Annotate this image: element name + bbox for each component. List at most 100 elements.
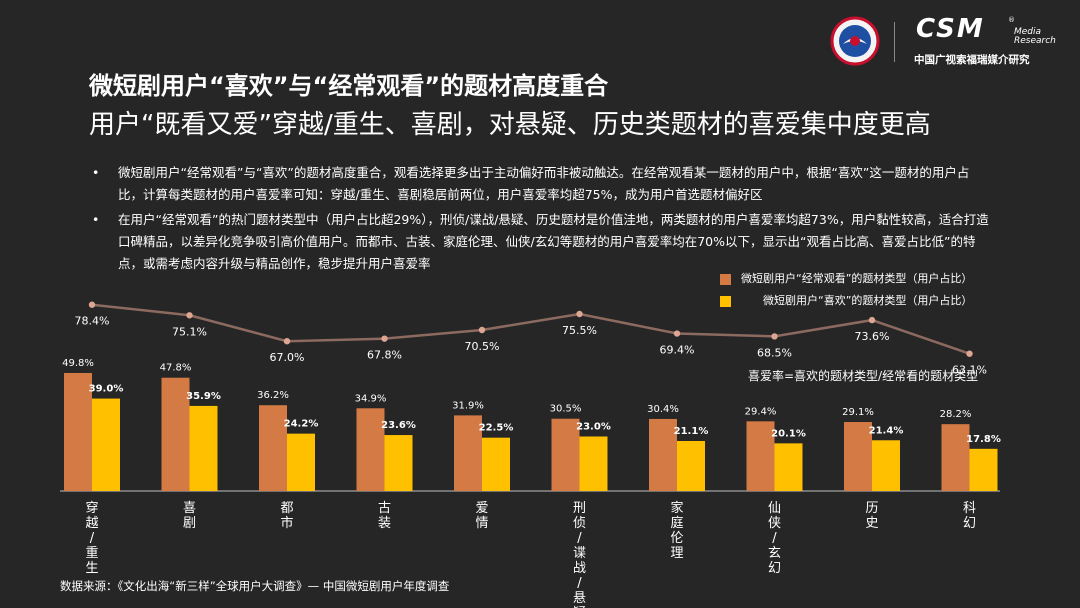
bar-like-label: 39.0% — [89, 384, 124, 395]
ratio-point — [283, 338, 291, 345]
ratio-label: 69.4% — [660, 344, 695, 357]
bar-watch — [649, 418, 677, 491]
bar-like — [189, 405, 218, 491]
csm-tagline: Media Research — [1014, 28, 1056, 46]
ratio-label: 73.6% — [855, 330, 890, 343]
bar-like-label: 21.4% — [869, 425, 904, 436]
ratio-point — [673, 330, 681, 337]
category-label-char: 市 — [280, 515, 293, 531]
category-label-char: 幻 — [768, 561, 781, 576]
category-label-char: 仙 — [768, 501, 781, 516]
bar-watch-label: 30.5% — [550, 404, 582, 415]
category-label: 刑侦/谍战/悬疑 — [573, 501, 586, 608]
bar-like — [92, 398, 120, 491]
bar-watch — [161, 377, 190, 491]
category-label: 古装 — [378, 501, 391, 531]
bar-watch-label: 28.2% — [940, 409, 972, 420]
category-label-char: 史 — [865, 516, 878, 531]
category-label: 家庭伦理 — [670, 500, 683, 561]
category-label: 历史 — [865, 501, 878, 531]
bar-watch-label: 49.8% — [62, 358, 94, 369]
bar-watch-label: 47.8% — [160, 363, 192, 374]
bullet-list: • 微短剧用户“经常观看”与“喜欢”的题材高度重合，观看选择更多出于主动偏好而非… — [92, 162, 992, 278]
bullet-item: • 微短剧用户“经常观看”与“喜欢”的题材高度重合，观看选择更多出于主动偏好而非… — [92, 162, 992, 206]
ratio-point — [966, 350, 973, 357]
bar-like-label: 23.0% — [576, 421, 611, 432]
bar-watch-label: 36.2% — [257, 390, 289, 401]
data-source: 数据来源：《文化出海“新三样”全球用户大调查》— 中国微短剧用户年度调查 — [60, 579, 450, 593]
category-label-char: 谍 — [573, 546, 586, 561]
bar-watch-label: 30.4% — [647, 404, 679, 415]
category-label-char: 战 — [573, 561, 586, 576]
legend-swatch-like — [720, 295, 731, 307]
bar-watch — [259, 405, 287, 491]
category-label-char: 生 — [85, 561, 98, 576]
bar-like-label: 20.1% — [771, 428, 806, 439]
ratio-label: 70.5% — [465, 340, 500, 353]
bullet-item: • 在用户“经常观看”的热门题材类型中（用户占比超29%），刑侦/谍战/悬疑、历… — [92, 209, 992, 275]
csm-registered-mark: ® — [1008, 16, 1015, 24]
category-label: 爱情 — [475, 501, 488, 531]
ratio-point — [771, 333, 778, 340]
legend-label-watch: 微短剧用户“经常观看”的题材类型（用户占比） — [741, 272, 973, 285]
bar-watch — [64, 372, 92, 491]
ratio-label: 75.1% — [172, 325, 207, 338]
ratio-label: 67.0% — [270, 351, 305, 364]
bullet-dot: • — [92, 165, 100, 180]
category-label-char: 庭 — [670, 515, 683, 531]
csm-logo: CSM — [916, 14, 985, 44]
category-label-char: 幻 — [963, 516, 976, 531]
bar-watch — [356, 408, 385, 491]
category-label-char: 穿 — [85, 500, 98, 516]
ratio-label: 63.1% — [952, 364, 987, 377]
ratio-point — [381, 335, 388, 342]
legend-swatch-watch — [720, 273, 731, 285]
csm-chinese-name: 中国广视索福瑞媒介研究 — [914, 54, 1030, 66]
legend-label-like: 微短剧用户“喜欢”的题材类型（用户占比） — [763, 294, 973, 307]
category-label-char: 刑 — [573, 501, 586, 516]
category-label-char: 历 — [865, 501, 878, 516]
category-label: 喜剧 — [183, 501, 196, 531]
category-label: 仙侠/玄幻 — [768, 501, 781, 576]
ratio-point — [478, 326, 486, 334]
ratio-point — [186, 312, 193, 319]
category-label-char: 家 — [670, 500, 683, 516]
category-label-char: 越 — [85, 516, 98, 531]
category-label-char: 悬 — [573, 591, 586, 606]
category-label-char: 爱 — [475, 501, 488, 516]
category-label-char: / — [90, 531, 95, 546]
category-label-char: 玄 — [768, 546, 781, 561]
category-label-char: 理 — [670, 546, 683, 561]
category-label-char: 科 — [963, 501, 976, 516]
bar-like-label: 22.5% — [479, 423, 514, 434]
bar-watch-label: 29.1% — [842, 407, 874, 418]
category-label-char: 喜 — [183, 501, 196, 516]
institute-seal-icon — [830, 16, 880, 66]
logo-area: CSM ® Media Research 中国广视索福瑞媒介研究 — [830, 14, 1070, 66]
category-label-char: 装 — [378, 516, 391, 531]
bar-like — [872, 440, 900, 491]
category-label-char: 侠 — [768, 516, 781, 531]
ratio-label: 78.4% — [75, 315, 110, 328]
bar-like-label: 21.1% — [674, 426, 709, 437]
bar-like — [969, 448, 998, 491]
logo-divider — [894, 22, 895, 62]
formula-note: 喜爱率=喜欢的题材类型/经常看的题材类型 — [748, 369, 979, 383]
ratio-label: 67.8% — [367, 349, 402, 362]
bar-like — [579, 436, 608, 491]
bar-watch — [844, 422, 872, 491]
legend-item-watch: 微短剧用户“经常观看”的题材类型（用户占比） — [720, 270, 972, 292]
bar-watch-label: 29.4% — [745, 406, 777, 417]
ratio-label: 68.5% — [757, 346, 792, 359]
ratio-point — [868, 316, 876, 324]
bar-watch — [746, 421, 775, 491]
bar-watch — [454, 415, 482, 491]
page-title: 微短剧用户“喜欢”与“经常观看”的题材高度重合 — [89, 72, 609, 100]
category-label-char: 侦 — [573, 516, 586, 531]
category-label: 穿越/重生 — [85, 500, 98, 576]
bar-watch — [551, 418, 580, 491]
ratio-line — [91, 303, 970, 355]
category-label-char: / — [577, 576, 582, 591]
category-label-char: 古 — [378, 501, 391, 516]
